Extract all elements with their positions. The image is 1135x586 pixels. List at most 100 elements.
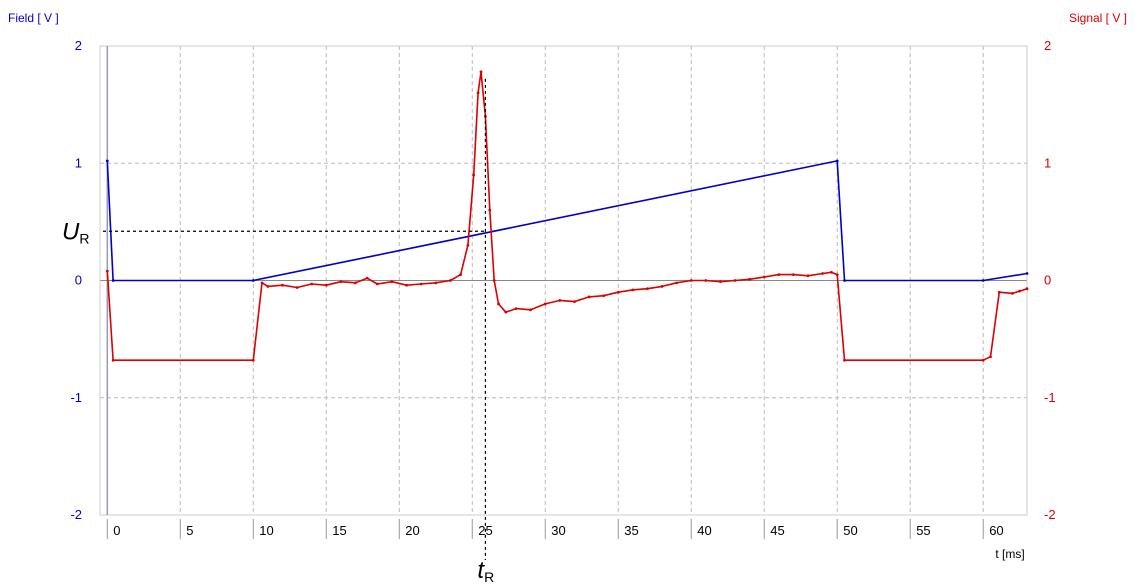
series-signal-point-15 xyxy=(420,283,423,286)
y-right-tick-label-1: 1 xyxy=(1044,155,1051,170)
x-tick-label-20: 20 xyxy=(405,523,419,538)
series-signal-point-17 xyxy=(449,279,452,282)
series-field-point-6 xyxy=(1026,272,1029,275)
series-signal-point-53 xyxy=(982,359,985,362)
y-right-tick-label-0: 0 xyxy=(1044,273,1051,288)
series-signal-point-10 xyxy=(354,281,357,284)
y-left-axis-title: Field [ V ] xyxy=(8,11,59,25)
series-signal-point-57 xyxy=(1018,290,1021,293)
series-field-point-3 xyxy=(836,160,839,163)
series-signal-point-11 xyxy=(366,277,369,280)
series-signal-point-7 xyxy=(310,283,313,286)
series-signal-point-35 xyxy=(617,291,620,294)
series-signal-point-28 xyxy=(515,307,518,310)
x-tick-label-50: 50 xyxy=(843,523,857,538)
y-left-tick-label-1: 1 xyxy=(75,155,82,170)
u-r-label-main: U xyxy=(62,218,80,245)
series-signal-point-58 xyxy=(1026,287,1029,290)
series-signal-point-54 xyxy=(989,355,992,358)
series-signal-point-42 xyxy=(719,280,722,283)
series-signal-point-6 xyxy=(296,286,299,289)
series-signal-point-14 xyxy=(405,284,408,287)
y-right-tick-label--2: -2 xyxy=(1044,507,1056,522)
series-signal-point-18 xyxy=(459,273,462,276)
series-signal-point-8 xyxy=(325,284,328,287)
series-signal-point-37 xyxy=(646,287,649,290)
x-tick-label-10: 10 xyxy=(259,523,273,538)
series-signal-point-56 xyxy=(1011,292,1014,295)
series-signal-point-41 xyxy=(704,279,707,282)
series-field-point-1 xyxy=(112,279,115,282)
series-signal-point-43 xyxy=(734,279,737,282)
series-field-line xyxy=(107,161,1027,281)
series-signal-point-38 xyxy=(661,285,664,288)
series-field-point-5 xyxy=(982,279,985,282)
x-tick-label-30: 30 xyxy=(551,523,565,538)
series-signal-point-50 xyxy=(830,271,833,274)
series-signal-point-12 xyxy=(376,283,379,286)
series-signal-point-27 xyxy=(504,311,507,314)
series-signal-point-19 xyxy=(466,244,469,247)
series-signal-point-24 xyxy=(488,209,491,212)
x-tick-label-60: 60 xyxy=(989,523,1003,538)
series-signal-point-22 xyxy=(480,70,483,73)
series-signal-point-55 xyxy=(998,291,1001,294)
series-signal-point-31 xyxy=(558,299,561,302)
y-left-tick-label--2: -2 xyxy=(70,507,82,522)
series-signal-point-52 xyxy=(843,359,846,362)
series-signal-point-39 xyxy=(675,281,678,284)
x-tick-label-15: 15 xyxy=(332,523,346,538)
series-signal-point-29 xyxy=(529,308,532,311)
series-signal-point-34 xyxy=(602,294,605,297)
t-r-label-sub: R xyxy=(484,569,494,585)
y-right-tick-label--1: -1 xyxy=(1044,390,1056,405)
t-r-label: tR xyxy=(477,557,494,585)
y-left-tick-label-2: 2 xyxy=(75,38,82,53)
series-signal-point-5 xyxy=(281,284,284,287)
series-signal-point-44 xyxy=(748,278,751,281)
series-signal-point-33 xyxy=(588,296,591,299)
series-signal-point-45 xyxy=(763,276,766,279)
series-field-point-2 xyxy=(252,279,255,282)
series-signal-point-36 xyxy=(631,288,634,291)
series-signal-point-13 xyxy=(391,280,394,283)
series-signal-point-25 xyxy=(493,279,496,282)
axes: 0 5 10 15 20 25 30 35 40 45 50 55 60-2 -2-1 -10 01 12 2 xyxy=(70,38,1055,539)
series-signal-point-1 xyxy=(112,359,115,362)
series-signal-point-48 xyxy=(807,274,810,277)
series-signal-point-49 xyxy=(821,272,824,275)
series-signal-point-3 xyxy=(261,281,264,284)
u-r-label-sub: R xyxy=(79,230,89,246)
series-signal-point-2 xyxy=(252,359,255,362)
series-field-point-0 xyxy=(106,160,109,163)
y-left-tick-label--1: -1 xyxy=(70,390,82,405)
y-right-axis-title: Signal [ V ] xyxy=(1069,11,1127,25)
u-r-label: UR xyxy=(62,218,89,246)
x-tick-label-40: 40 xyxy=(697,523,711,538)
series-signal-point-47 xyxy=(792,273,795,276)
series-signal-point-46 xyxy=(777,273,780,276)
y-right-tick-label-2: 2 xyxy=(1044,38,1051,53)
series-signal-point-32 xyxy=(573,300,576,303)
x-tick-label-55: 55 xyxy=(916,523,930,538)
x-tick-label-5: 5 xyxy=(186,523,193,538)
series-signal-point-51 xyxy=(836,273,839,276)
series-signal-point-4 xyxy=(266,285,269,288)
series-signal-point-40 xyxy=(690,279,693,282)
x-tick-label-0: 0 xyxy=(113,523,120,538)
series-signal-point-16 xyxy=(434,281,437,284)
x-axis-title: t [ms] xyxy=(995,547,1024,561)
series-field-point-4 xyxy=(843,279,846,282)
series-signal-point-0 xyxy=(106,270,109,273)
x-tick-label-35: 35 xyxy=(624,523,638,538)
x-tick-label-45: 45 xyxy=(770,523,784,538)
series-signal-point-26 xyxy=(497,303,500,306)
series-signal-point-21 xyxy=(477,92,480,95)
series-signal-point-9 xyxy=(339,280,342,283)
series-layer xyxy=(106,70,1029,361)
y-left-tick-label-0: 0 xyxy=(75,273,82,288)
series-signal-point-30 xyxy=(544,303,547,306)
series-signal-point-20 xyxy=(472,174,475,177)
